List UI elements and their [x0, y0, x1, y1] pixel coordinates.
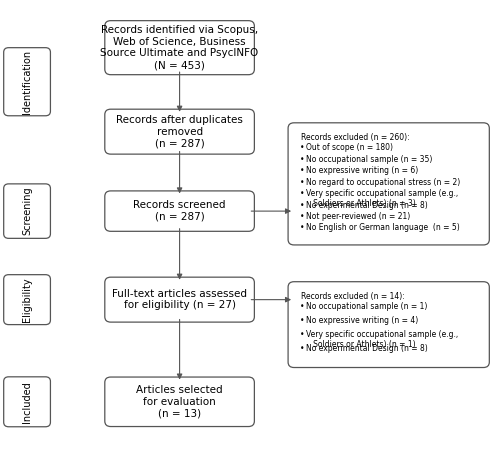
Text: Out of scope (n = 180): Out of scope (n = 180): [306, 143, 394, 152]
Text: No occupational sample (n = 35): No occupational sample (n = 35): [306, 155, 432, 163]
Text: •: •: [300, 201, 304, 210]
Text: No expressive writing (n = 4): No expressive writing (n = 4): [306, 316, 418, 325]
Text: Screening: Screening: [22, 187, 32, 236]
Text: •: •: [300, 189, 304, 198]
FancyBboxPatch shape: [4, 377, 50, 427]
Text: No English or German language  (n = 5): No English or German language (n = 5): [306, 223, 460, 232]
Text: Records excluded (n = 14):: Records excluded (n = 14):: [302, 292, 405, 301]
Text: Records screened
(n = 287): Records screened (n = 287): [134, 200, 226, 222]
Text: No occupational sample (n = 1): No occupational sample (n = 1): [306, 302, 428, 311]
FancyBboxPatch shape: [105, 377, 255, 427]
FancyBboxPatch shape: [105, 191, 255, 231]
Text: Identification: Identification: [22, 49, 32, 114]
Text: •: •: [300, 143, 304, 152]
Text: Articles selected
for evaluation
(n = 13): Articles selected for evaluation (n = 13…: [136, 385, 223, 419]
FancyBboxPatch shape: [288, 281, 490, 368]
Text: Not peer-reviewed (n = 21): Not peer-reviewed (n = 21): [306, 212, 410, 221]
FancyBboxPatch shape: [4, 184, 50, 238]
Text: Full-text articles assessed
for eligibility (n = 27): Full-text articles assessed for eligibil…: [112, 289, 247, 311]
Text: No regard to occupational stress (n = 2): No regard to occupational stress (n = 2): [306, 178, 460, 187]
Text: Very specific occupational sample (e.g.,
   Soldiers or Athlets) (n = 1): Very specific occupational sample (e.g.,…: [306, 330, 458, 349]
Text: •: •: [300, 212, 304, 221]
Text: •: •: [300, 166, 304, 175]
Text: •: •: [300, 155, 304, 163]
FancyBboxPatch shape: [105, 277, 255, 322]
FancyBboxPatch shape: [4, 275, 50, 325]
Text: Records identified via Scopus,
Web of Science, Business
Source Ultimate and Psyc: Records identified via Scopus, Web of Sc…: [100, 25, 258, 70]
FancyBboxPatch shape: [105, 109, 255, 154]
FancyBboxPatch shape: [105, 20, 255, 74]
Text: •: •: [300, 178, 304, 187]
Text: No experimental Design (n = 8): No experimental Design (n = 8): [306, 344, 428, 353]
Text: •: •: [300, 316, 304, 325]
Text: Included: Included: [22, 381, 32, 423]
FancyBboxPatch shape: [288, 123, 490, 245]
Text: Eligibility: Eligibility: [22, 277, 32, 322]
Text: •: •: [300, 330, 304, 339]
Text: Records after duplicates
removed
(n = 287): Records after duplicates removed (n = 28…: [116, 115, 243, 148]
Text: •: •: [300, 344, 304, 353]
FancyBboxPatch shape: [4, 48, 50, 116]
Text: Records excluded (n = 260):: Records excluded (n = 260):: [302, 133, 410, 142]
Text: •: •: [300, 223, 304, 232]
Text: •: •: [300, 302, 304, 311]
Text: No experimental Design (n = 8): No experimental Design (n = 8): [306, 201, 428, 210]
Text: Very specific occupational sample (e.g.,
   Soldiers or Athlets) (n = 3): Very specific occupational sample (e.g.,…: [306, 189, 458, 208]
Text: No expressive writing (n = 6): No expressive writing (n = 6): [306, 166, 418, 175]
